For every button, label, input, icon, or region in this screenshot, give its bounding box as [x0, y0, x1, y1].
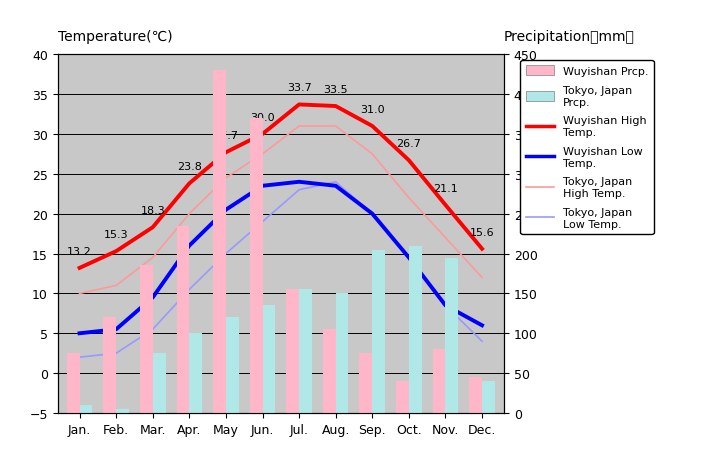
Text: 15.6: 15.6 — [469, 227, 495, 237]
Text: Precipitation（mm）: Precipitation（mm） — [504, 30, 635, 44]
Text: 27.7: 27.7 — [213, 131, 238, 141]
Bar — [359, 353, 372, 413]
Bar — [446, 258, 458, 413]
Bar — [104, 318, 116, 413]
Bar — [372, 250, 385, 413]
Legend: Wuyishan Prcp., Tokyo, Japan
Prcp., Wuyishan High
Temp., Wuyishan Low
Temp., Tok: Wuyishan Prcp., Tokyo, Japan Prcp., Wuyi… — [521, 61, 654, 235]
Bar — [396, 381, 409, 413]
Bar — [469, 377, 482, 413]
Text: 31.0: 31.0 — [360, 105, 384, 115]
Text: 33.5: 33.5 — [323, 85, 348, 95]
Bar — [140, 266, 153, 413]
Bar — [336, 294, 348, 413]
Bar — [263, 306, 275, 413]
Bar — [116, 409, 129, 413]
Bar — [409, 246, 422, 413]
Bar — [299, 290, 312, 413]
Text: 33.7: 33.7 — [287, 83, 312, 93]
Text: Temperature(℃): Temperature(℃) — [58, 30, 172, 44]
Bar — [226, 318, 239, 413]
Bar — [189, 334, 202, 413]
Bar — [323, 330, 336, 413]
Text: 26.7: 26.7 — [397, 139, 421, 149]
Text: 21.1: 21.1 — [433, 184, 458, 194]
Text: 13.2: 13.2 — [67, 246, 92, 257]
Text: 15.3: 15.3 — [104, 230, 128, 240]
Bar — [67, 353, 79, 413]
Text: 18.3: 18.3 — [140, 206, 165, 216]
Bar — [250, 119, 263, 413]
Bar — [79, 405, 92, 413]
Bar — [287, 290, 299, 413]
Text: 23.8: 23.8 — [177, 162, 202, 172]
Bar — [213, 71, 226, 413]
Bar — [482, 381, 495, 413]
Text: 30.0: 30.0 — [250, 113, 275, 123]
Bar — [433, 349, 446, 413]
Bar — [153, 353, 166, 413]
Bar — [176, 226, 189, 413]
